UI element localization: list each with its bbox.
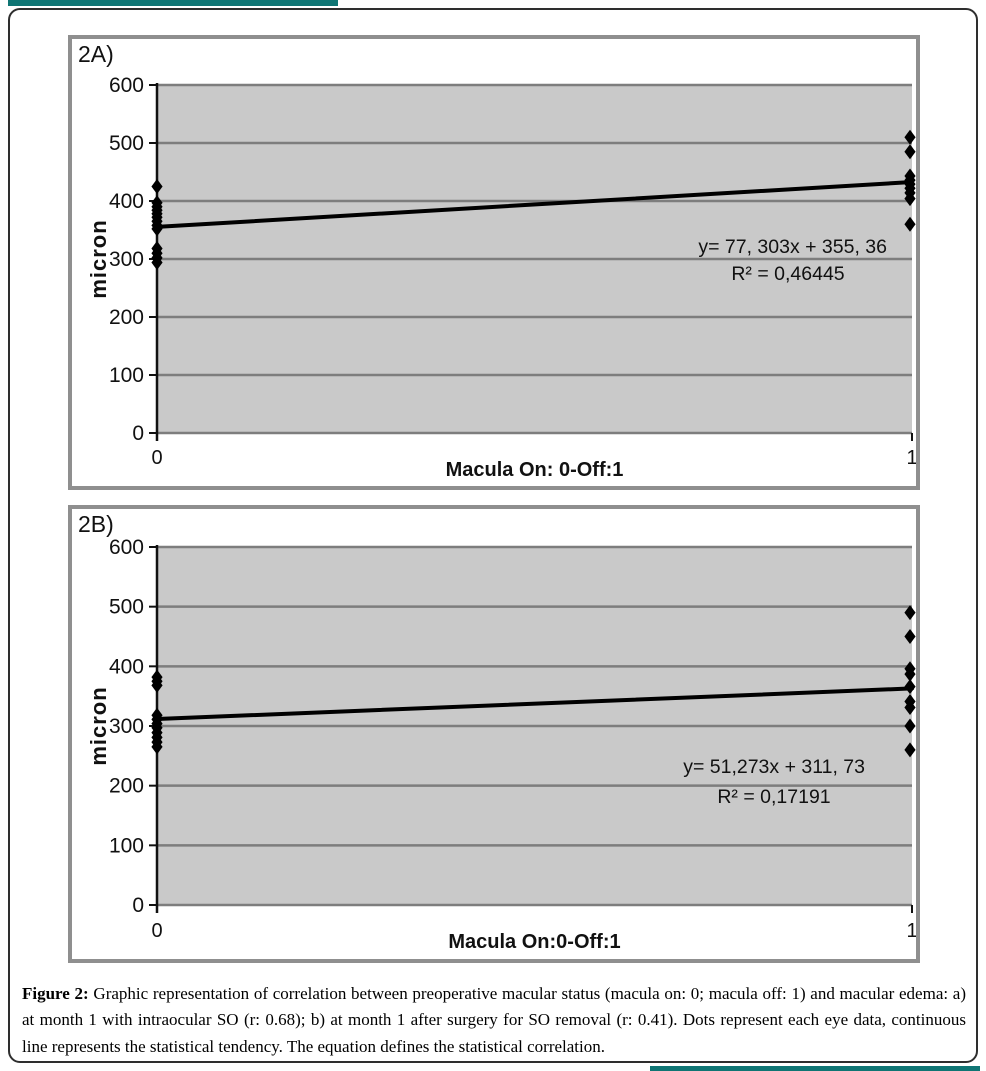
y-tick-label: 300 — [109, 248, 144, 271]
data-point — [904, 144, 916, 160]
panel-label-2b: 2B) — [78, 511, 114, 537]
panel-label-2a: 2A) — [78, 41, 114, 67]
data-point — [904, 629, 916, 644]
y-tick-label: 0 — [132, 422, 144, 445]
x-axis-title: Macula On:0-Off:1 — [448, 931, 620, 953]
data-point — [904, 129, 916, 145]
scatter-chart-2b: 0 100 200 300 400 500 600 0 1 Macula On:0-Off:1 mi… — [86, 536, 916, 953]
data-point — [904, 605, 916, 621]
r-squared-label: R² = 0,17191 — [717, 786, 830, 808]
page-accent-bar-bottom — [650, 1066, 980, 1071]
data-point — [151, 739, 163, 755]
y-tick-label: 200 — [109, 306, 144, 329]
figure-caption: Figure 2: Graphic representation of corr… — [22, 981, 966, 1060]
trend-line — [155, 180, 914, 229]
data-point — [904, 216, 916, 232]
trend-equation: y= 51,273x + 311, 73 — [683, 756, 865, 778]
data-point — [151, 254, 163, 270]
x-tick-label: 1 — [906, 447, 916, 469]
y-axis-title: micron — [86, 219, 111, 298]
x-tick-label: 0 — [151, 920, 162, 942]
figure-caption-label: Figure 2: — [22, 984, 89, 1003]
data-point — [151, 179, 163, 194]
trend-equation: y= 77, 303x + 355, 36 — [698, 236, 887, 258]
data-point — [151, 221, 163, 237]
figure-caption-text: Graphic representation of correlation be… — [22, 984, 966, 1056]
chart-panel-2b: 2B) 0 100 200 300 400 500 600 0 1 Macula On:0-Off… — [68, 505, 920, 963]
r-squared-label: R² = 0,46445 — [731, 263, 844, 285]
data-point — [904, 666, 916, 682]
x-axis-title: Macula On: 0-Off:1 — [446, 459, 624, 481]
y-tick-label: 500 — [109, 132, 144, 155]
y-tick-label: 100 — [109, 364, 144, 387]
data-point — [904, 191, 916, 207]
scatter-chart-2a: 0 100 200 300 400 500 600 0 1 Macula On: 0-Off:1 m… — [86, 74, 916, 481]
y-tick-label: 0 — [132, 894, 144, 917]
y-tick-label: 500 — [109, 596, 144, 619]
page-accent-bar-top — [8, 0, 338, 6]
y-tick-label: 300 — [109, 715, 144, 738]
data-point — [904, 679, 916, 695]
y-tick-label: 600 — [109, 536, 144, 559]
y-tick-label: 400 — [109, 655, 144, 678]
y-tick-label: 100 — [109, 834, 144, 857]
data-point — [904, 742, 916, 758]
x-tick-label: 0 — [151, 447, 162, 469]
data-point — [904, 700, 916, 716]
figure-frame: 2A) 0 100 200 300 400 500 600 0 1 Macula On: 0-Of… — [8, 8, 978, 1063]
y-tick-label: 600 — [109, 74, 144, 97]
data-point — [904, 718, 916, 734]
y-axis-title: micron — [86, 686, 111, 765]
data-point — [151, 677, 163, 693]
y-tick-label: 200 — [109, 775, 144, 798]
x-tick-label: 1 — [906, 920, 916, 942]
y-tick-label: 400 — [109, 190, 144, 213]
chart-panel-2a: 2A) 0 100 200 300 400 500 600 0 1 Macula On: 0-Of… — [68, 35, 920, 490]
trend-line — [155, 686, 914, 722]
